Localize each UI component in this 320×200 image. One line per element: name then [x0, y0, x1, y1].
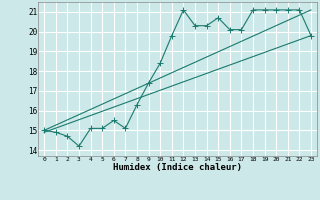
- X-axis label: Humidex (Indice chaleur): Humidex (Indice chaleur): [113, 163, 242, 172]
